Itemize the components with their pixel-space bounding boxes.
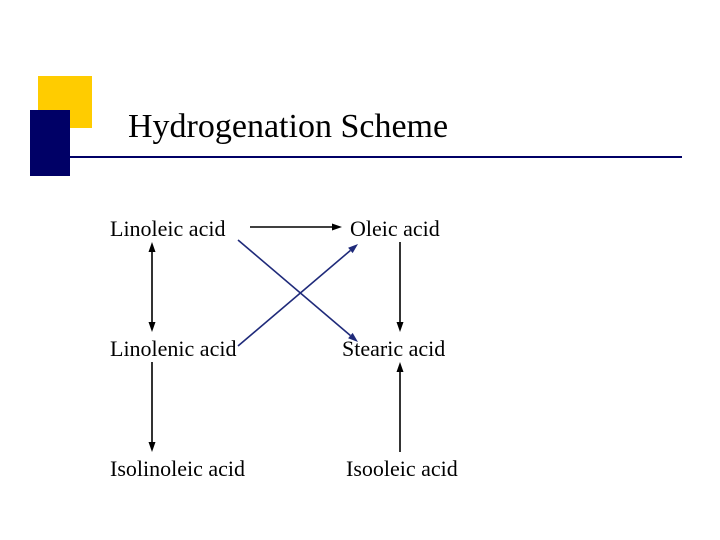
page-title: Hydrogenation Scheme: [128, 108, 448, 146]
arrow-linolenic-to-oleic: [238, 250, 350, 346]
node-linolenic: Linolenic acid: [110, 336, 236, 362]
node-isooleic: Isooleic acid: [346, 456, 458, 482]
decor-navy-box: [30, 110, 70, 176]
node-stearic: Stearic acid: [342, 336, 445, 362]
title-underline: [30, 156, 682, 158]
node-oleic: Oleic acid: [350, 216, 440, 242]
node-linoleic: Linoleic acid: [110, 216, 225, 242]
node-isolinoleic: Isolinoleic acid: [110, 456, 245, 482]
arrow-linoleic-to-stearic: [238, 240, 350, 336]
